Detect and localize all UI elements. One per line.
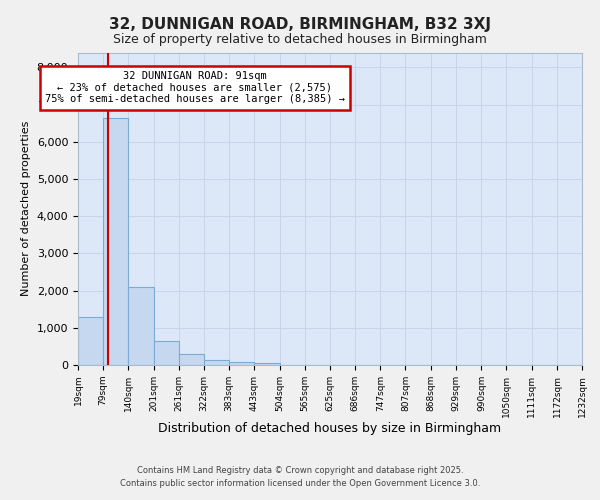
Text: 32 DUNNIGAN ROAD: 91sqm
← 23% of detached houses are smaller (2,575)
75% of semi: 32 DUNNIGAN ROAD: 91sqm ← 23% of detache… bbox=[45, 71, 345, 104]
Bar bbox=[204, 360, 229, 365]
Bar bbox=[78, 316, 103, 365]
Text: Size of property relative to detached houses in Birmingham: Size of property relative to detached ho… bbox=[113, 32, 487, 46]
X-axis label: Distribution of detached houses by size in Birmingham: Distribution of detached houses by size … bbox=[158, 422, 502, 436]
Y-axis label: Number of detached properties: Number of detached properties bbox=[21, 121, 31, 296]
Bar bbox=[128, 287, 154, 365]
Bar bbox=[154, 341, 179, 365]
Bar bbox=[179, 354, 204, 365]
Text: 32, DUNNIGAN ROAD, BIRMINGHAM, B32 3XJ: 32, DUNNIGAN ROAD, BIRMINGHAM, B32 3XJ bbox=[109, 18, 491, 32]
Bar bbox=[229, 362, 254, 365]
Bar bbox=[254, 363, 280, 365]
Bar bbox=[103, 118, 128, 365]
Text: Contains HM Land Registry data © Crown copyright and database right 2025.
Contai: Contains HM Land Registry data © Crown c… bbox=[120, 466, 480, 487]
